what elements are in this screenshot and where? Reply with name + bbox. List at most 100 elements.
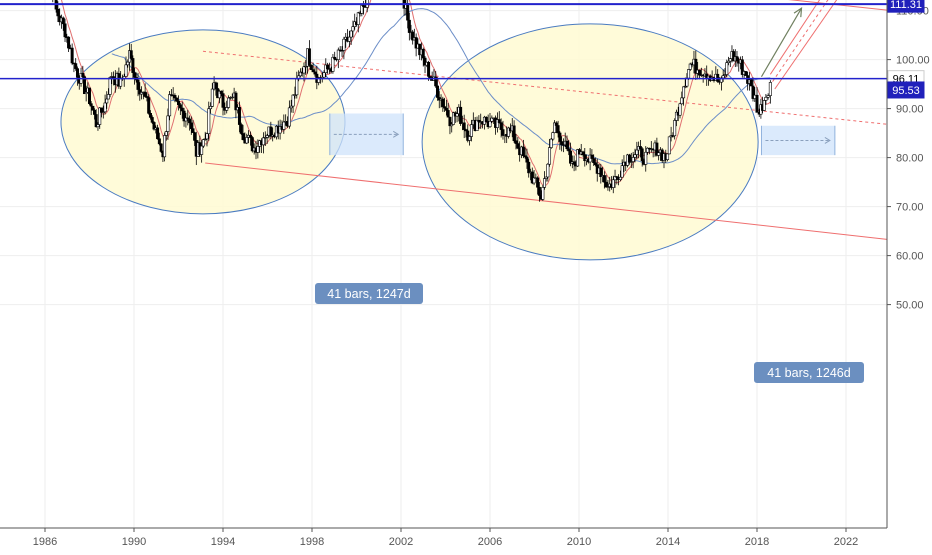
candle — [287, 100, 291, 129]
candle — [175, 97, 179, 103]
candle-body — [749, 79, 753, 87]
ellipse-annotations[interactable] — [60, 23, 759, 261]
candle-body — [592, 158, 596, 163]
candle-body — [602, 175, 606, 183]
candle-body — [322, 72, 326, 78]
candle — [309, 64, 313, 70]
candle-body — [150, 117, 154, 123]
candle — [298, 68, 302, 78]
candle-body — [239, 124, 243, 134]
candle-body — [193, 132, 197, 141]
candle-body — [414, 37, 418, 49]
candle — [207, 101, 211, 141]
candle — [484, 116, 488, 123]
candle — [414, 33, 418, 57]
measure-tools[interactable]: 41 bars, 1247d 41 bars, 1246d — [315, 6, 864, 383]
candle-body — [768, 82, 772, 96]
candle — [434, 71, 438, 88]
candle-body — [163, 135, 167, 158]
candle-body — [450, 124, 454, 127]
candle — [164, 130, 168, 141]
candle — [203, 131, 207, 141]
candle — [282, 114, 286, 134]
candle-body — [572, 161, 576, 165]
candle — [646, 147, 650, 155]
projection-channel-midline[interactable] — [772, 0, 887, 82]
candle-body — [421, 48, 425, 59]
candle — [527, 158, 531, 178]
candle-body — [631, 157, 635, 162]
horizontal-levels[interactable] — [0, 3, 887, 80]
projection-channel-lower[interactable] — [774, 0, 887, 90]
channel-lower-line[interactable] — [205, 162, 888, 240]
candle — [657, 150, 661, 161]
candle — [250, 136, 254, 153]
candle-body — [751, 85, 755, 99]
candle — [514, 133, 518, 150]
candle — [581, 150, 585, 157]
candle — [694, 50, 698, 80]
candle-body — [638, 146, 642, 150]
candle — [554, 121, 558, 134]
projection-arrow-line[interactable] — [760, 7, 803, 78]
candle — [593, 157, 597, 167]
candle — [546, 162, 550, 182]
candle-body — [184, 117, 188, 122]
candle — [766, 93, 770, 100]
candle-body — [657, 152, 661, 156]
measure-arrow-head — [392, 130, 400, 138]
y-tick-label: 70.00 — [896, 202, 924, 214]
candle-body — [618, 176, 622, 180]
candle-body — [477, 119, 481, 123]
candle-body — [94, 114, 98, 128]
candle-body — [191, 128, 195, 133]
projection-arrow-head[interactable] — [793, 6, 803, 18]
candle — [723, 68, 727, 79]
candle — [698, 69, 702, 80]
candle — [572, 155, 576, 172]
candle — [444, 99, 448, 116]
candle-body — [156, 127, 160, 140]
candle-body — [680, 97, 684, 105]
ellipse-left[interactable] — [60, 29, 346, 215]
candle — [186, 109, 190, 126]
candle-body — [646, 147, 650, 153]
candle-body — [434, 76, 438, 87]
projection-channel-upper[interactable] — [769, 0, 887, 75]
candle-body — [100, 107, 104, 113]
candle-body — [560, 141, 564, 145]
candle — [256, 139, 260, 159]
candle — [627, 153, 631, 165]
candle-body — [735, 56, 739, 61]
candle-body — [241, 133, 245, 140]
candle-body — [546, 163, 550, 178]
candle — [239, 122, 243, 135]
candle-body — [576, 149, 580, 167]
candle — [728, 58, 732, 68]
candle — [477, 115, 481, 130]
candle — [455, 106, 459, 123]
candle — [565, 135, 569, 151]
candle-body — [543, 178, 547, 188]
channel-lines[interactable] — [202, 0, 888, 240]
candle — [143, 83, 147, 98]
candle-body — [521, 146, 525, 157]
candle — [590, 149, 594, 159]
x-tick-label: 1994 — [211, 536, 235, 548]
candle-body — [250, 137, 254, 152]
candle-body — [464, 129, 468, 132]
candle-body — [98, 107, 102, 125]
candle-body — [466, 130, 470, 141]
channel-midline[interactable] — [202, 50, 888, 125]
candle-body — [106, 94, 110, 100]
candle-body — [448, 116, 452, 127]
candle-body — [541, 187, 545, 200]
ellipse-right[interactable] — [421, 23, 759, 261]
candle — [688, 62, 692, 72]
candle — [611, 175, 615, 194]
candle-body — [101, 111, 105, 113]
candle-body — [263, 137, 267, 139]
candle-body — [302, 66, 306, 74]
candle-body — [168, 94, 172, 117]
